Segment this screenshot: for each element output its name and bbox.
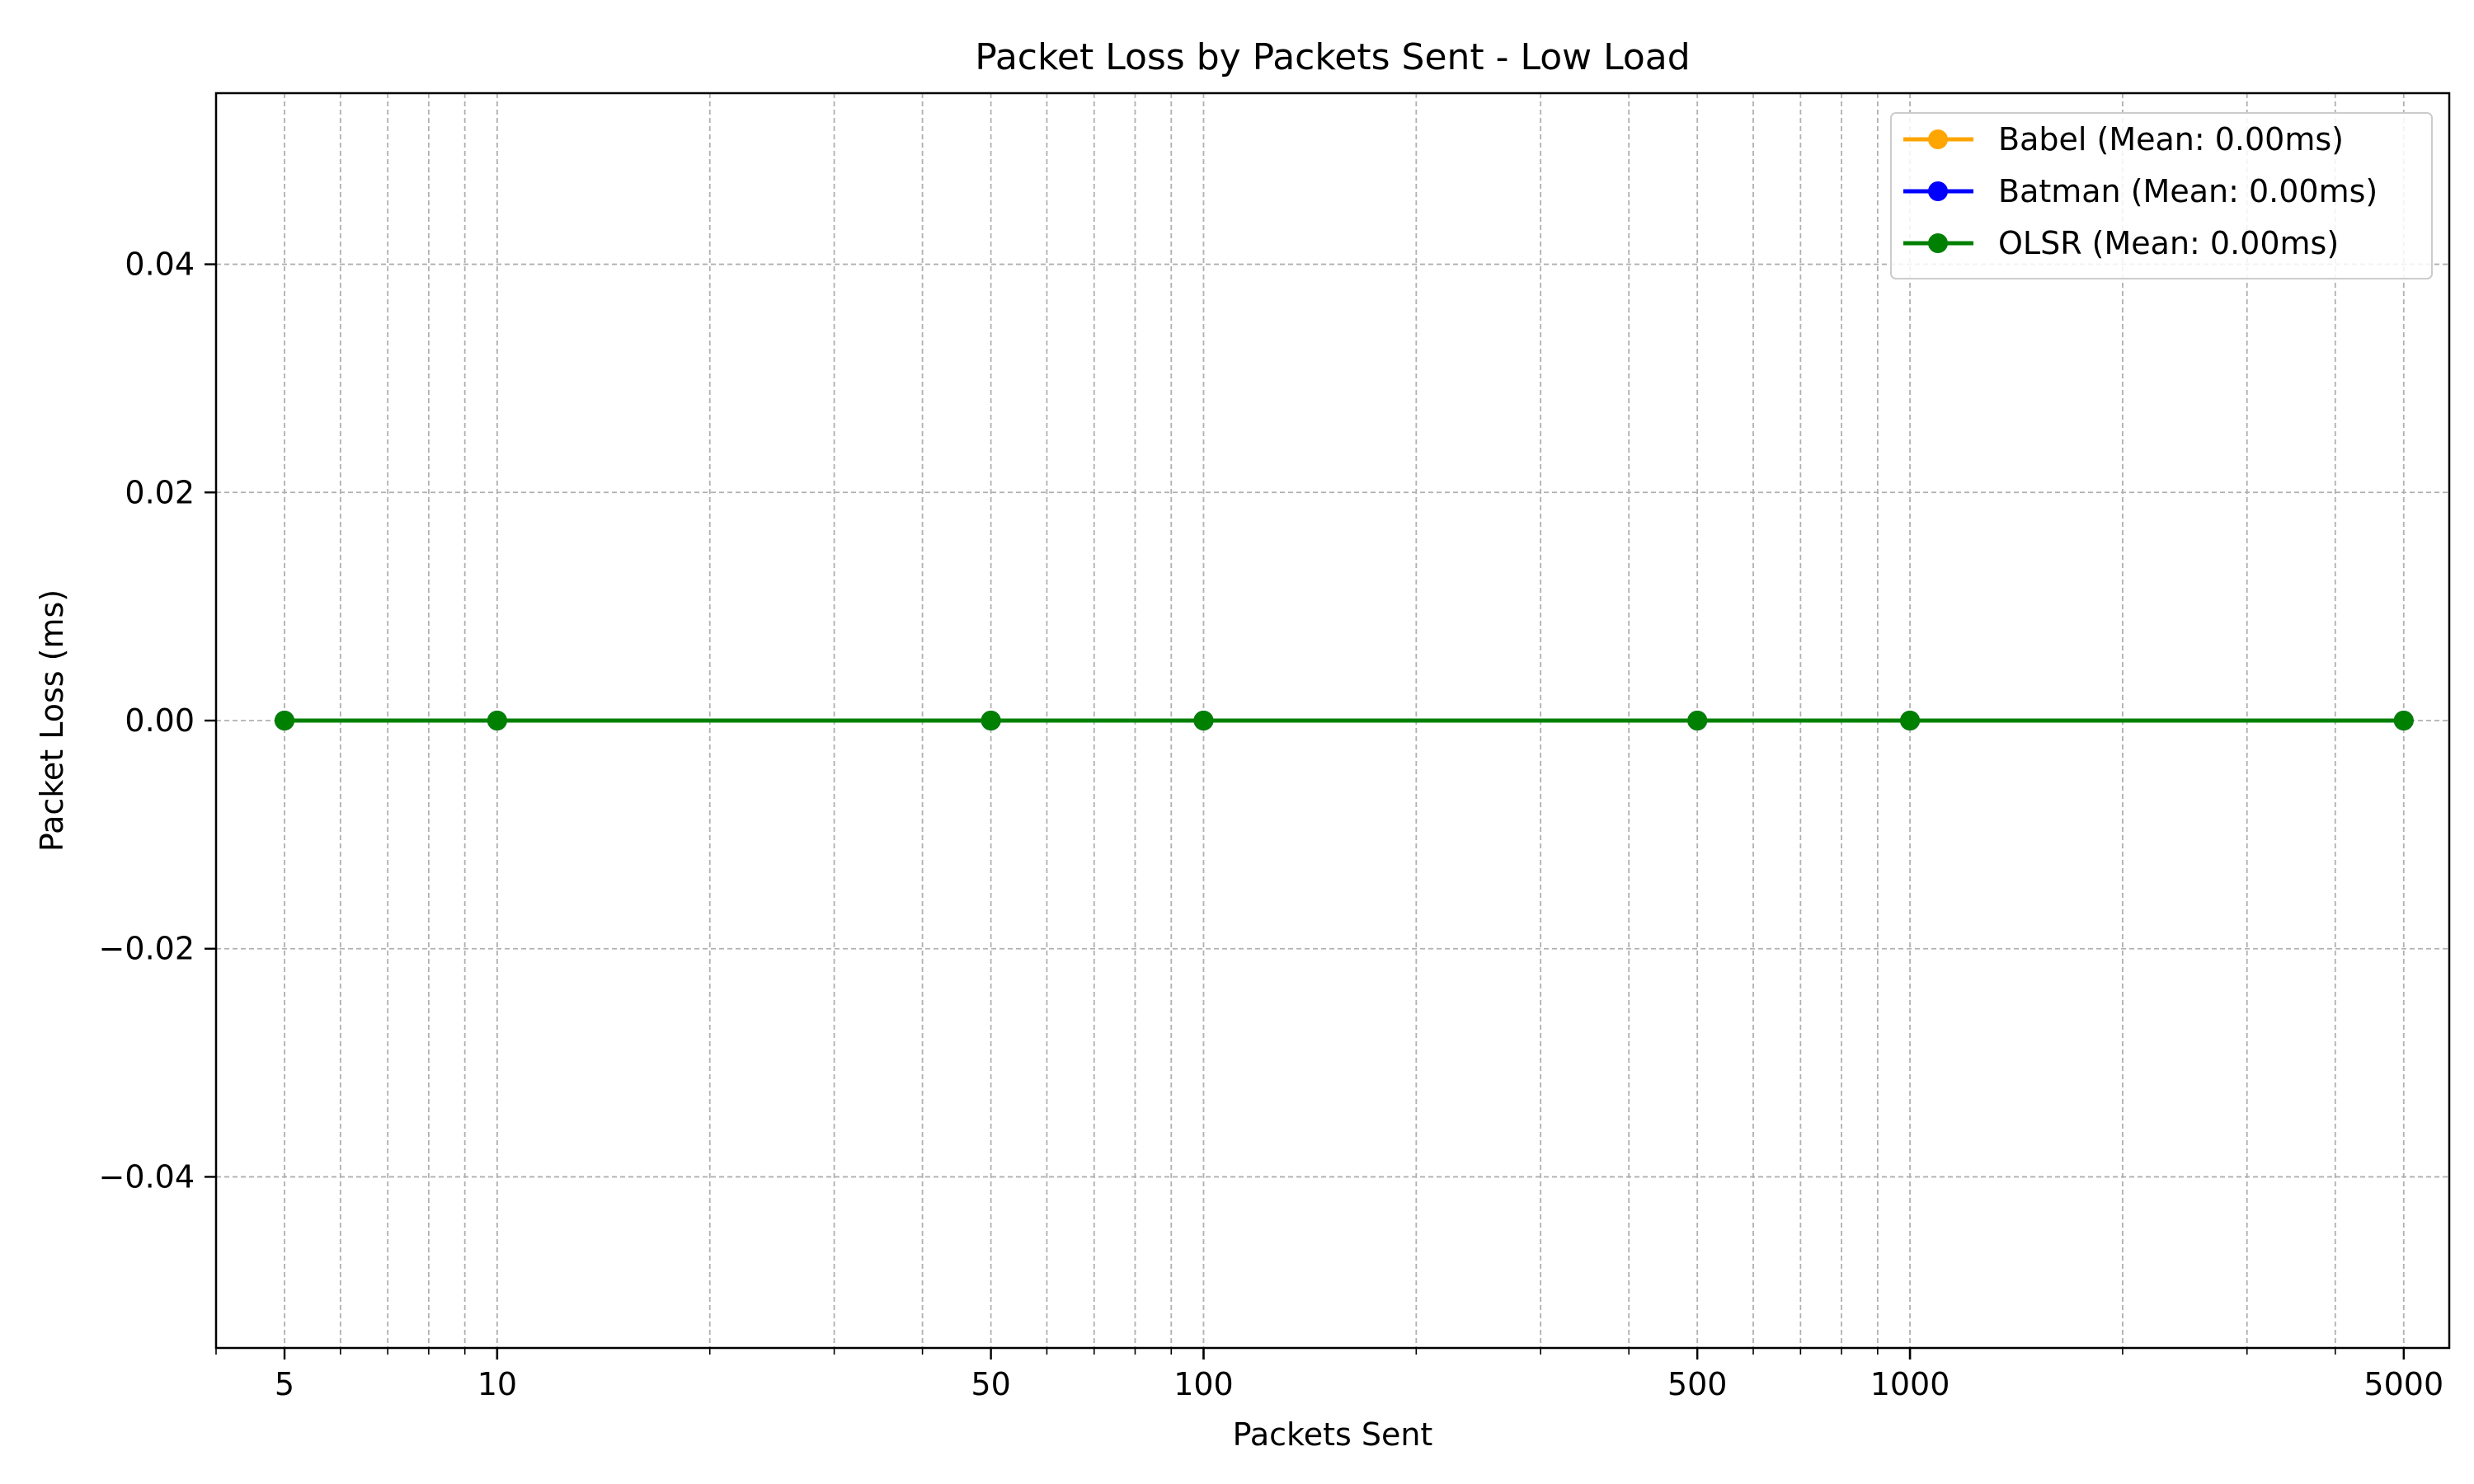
x-tick-label: 500 bbox=[1667, 1366, 1728, 1402]
data-point bbox=[487, 711, 507, 730]
y-tick-label: −0.02 bbox=[99, 931, 195, 967]
data-point bbox=[1193, 711, 1214, 730]
legend: Babel (Mean: 0.00ms) Batman (Mean: 0.00ms… bbox=[1890, 112, 2433, 279]
legend-box bbox=[1890, 112, 2433, 279]
x-tick-label: 100 bbox=[1174, 1366, 1234, 1402]
x-tick-label: 50 bbox=[971, 1366, 1010, 1402]
x-tick-label: 1000 bbox=[1870, 1366, 1950, 1402]
x-tick-label: 5000 bbox=[2363, 1366, 2443, 1402]
legend-marker bbox=[1928, 233, 1948, 253]
data-point bbox=[981, 711, 1001, 730]
legend-label: Batman (Mean: 0.00ms) bbox=[1998, 173, 2378, 209]
data-point bbox=[275, 711, 295, 730]
legend-label: Babel (Mean: 0.00ms) bbox=[1998, 121, 2344, 157]
data-point bbox=[1900, 711, 1921, 730]
y-tick-label: −0.04 bbox=[99, 1158, 195, 1195]
y-tick-label: 0.04 bbox=[125, 247, 195, 283]
x-axis-label: Packets Sent bbox=[1233, 1416, 1433, 1453]
x-tick-label: 10 bbox=[477, 1366, 517, 1402]
chart-title: Packet Loss by Packets Sent - Low Load bbox=[975, 36, 1690, 78]
series-2 bbox=[275, 711, 2414, 730]
data-point bbox=[1687, 711, 1708, 730]
y-axis-label: Packet Loss (ms) bbox=[34, 589, 70, 852]
series-layer bbox=[275, 711, 2414, 730]
y-tick-label: 0.00 bbox=[125, 702, 195, 739]
legend-label: OLSR (Mean: 0.00ms) bbox=[1998, 225, 2339, 261]
y-tick-label: 0.02 bbox=[125, 474, 195, 510]
legend-marker bbox=[1928, 129, 1948, 149]
data-point bbox=[2393, 711, 2414, 730]
axis-ticks: −0.04 −0.02 0.00 0.02 0.04 5 10 50 100 500 1000 500… bbox=[99, 247, 2444, 1402]
x-tick-label: 5 bbox=[275, 1366, 294, 1402]
legend-marker bbox=[1928, 181, 1948, 201]
